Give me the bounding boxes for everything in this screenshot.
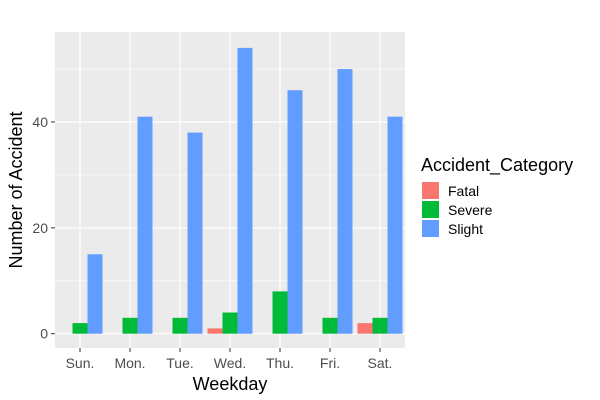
bar-slight-sun (87, 254, 103, 334)
bar-slight-tue (187, 132, 203, 334)
bar-slight-wed (237, 47, 253, 334)
bar-slight-mon (137, 116, 153, 334)
bar-severe-wed (222, 312, 238, 334)
x-tick-label: Sat. (368, 355, 393, 371)
bars-layer (72, 47, 403, 334)
x-tick-label: Thu. (266, 355, 294, 371)
bar-slight-sat (387, 116, 403, 334)
y-axis-title: Number of Accident (6, 111, 26, 268)
legend-swatch-slight (422, 220, 439, 237)
y-tick-label: 20 (32, 220, 48, 236)
bar-slight-fri (337, 69, 353, 334)
x-tick-label: Fri. (320, 355, 340, 371)
legend-label-slight: Slight (448, 221, 483, 237)
bar-severe-fri (322, 317, 338, 334)
bar-fatal-wed (207, 328, 223, 334)
x-tick-label: Tue. (166, 355, 194, 371)
legend: Accident_Category Fatal Severe Slight (421, 155, 573, 237)
bar-severe-mon (122, 317, 138, 334)
bar-fatal-sat (357, 323, 373, 334)
bar-severe-sun (72, 323, 88, 334)
legend-label-fatal: Fatal (448, 183, 479, 199)
x-tick-label: Mon. (114, 355, 145, 371)
x-axis-title: Weekday (193, 374, 268, 394)
y-tick-label: 0 (40, 326, 48, 342)
x-tick-label: Wed. (214, 355, 246, 371)
legend-swatch-fatal (422, 182, 439, 199)
legend-title: Accident_Category (421, 155, 573, 176)
bar-slight-thu (287, 90, 303, 334)
bar-severe-thu (272, 291, 288, 334)
bar-severe-sat (372, 317, 388, 334)
bar-severe-tue (172, 317, 188, 334)
legend-swatch-severe (422, 201, 439, 218)
x-tick-label: Sun. (66, 355, 95, 371)
y-tick-label: 40 (32, 114, 48, 130)
legend-label-severe: Severe (448, 202, 493, 218)
y-axis: 0 20 40 (32, 114, 55, 342)
x-axis: Sun. Mon. Tue. Wed. Thu. Fri. Sat. (66, 348, 393, 371)
